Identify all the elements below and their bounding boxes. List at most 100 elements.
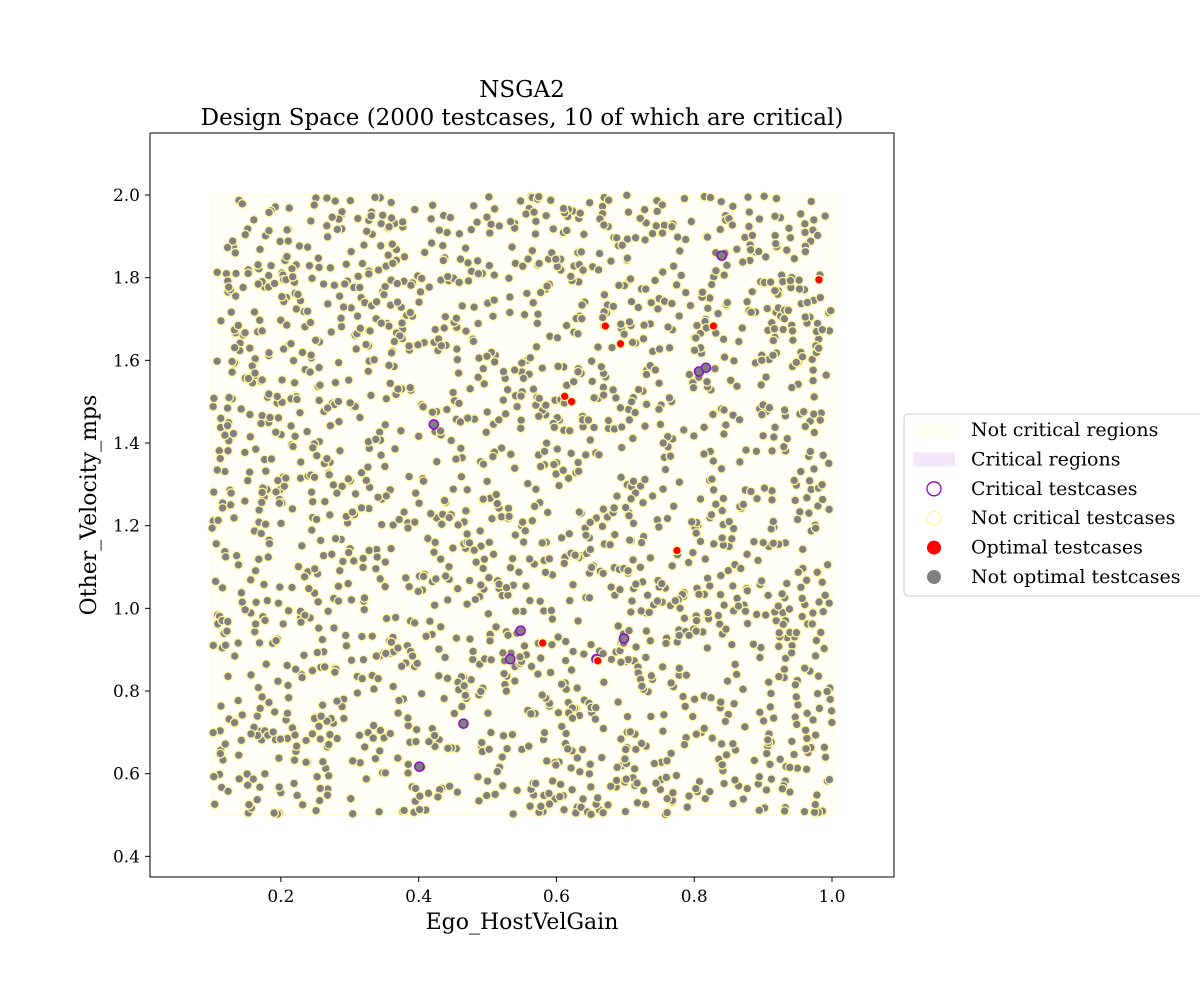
testcase-point: [487, 451, 498, 462]
testcase-point: [473, 268, 484, 279]
testcase-point: [556, 721, 567, 732]
testcase-point: [403, 759, 414, 770]
testcase-point: [380, 581, 391, 592]
testcase-point: [294, 407, 305, 418]
testcase-point: [424, 282, 435, 293]
testcase-point: [370, 192, 380, 203]
testcase-point: [727, 738, 738, 749]
legend: Not critical regions Critical regions Crit…: [903, 413, 1200, 597]
x-axis-label: Ego_HostVelGain: [426, 910, 619, 935]
testcase-point: [761, 372, 772, 383]
testcase-point: [399, 251, 410, 262]
testcase-point: [242, 475, 253, 486]
testcase-point: [605, 539, 616, 550]
testcase-point: [236, 404, 247, 414]
testcase-point: [552, 444, 563, 455]
testcase-point: [622, 711, 633, 722]
testcase-point: [364, 545, 375, 556]
testcase-point: [801, 764, 812, 775]
testcase-point: [397, 318, 407, 328]
testcase-point: [704, 581, 715, 591]
testcase-point: [572, 683, 583, 694]
testcase-point: [223, 786, 234, 797]
testcase-point: [553, 632, 564, 642]
testcase-point: [212, 267, 223, 278]
critical-points: [414, 250, 728, 772]
testcase-point: [464, 537, 475, 548]
testcase-point: [448, 484, 459, 495]
testcase-point: [619, 329, 630, 340]
testcase-point: [761, 748, 772, 759]
testcase-point: [753, 555, 763, 566]
testcase-point: [610, 392, 621, 403]
testcase-point: [319, 661, 330, 672]
testcase-point: [497, 647, 508, 658]
testcase-point: [381, 393, 392, 404]
testcase-point: [704, 786, 715, 797]
testcase-point: [318, 279, 329, 289]
testcase-point: [403, 523, 413, 534]
testcase-point: [411, 724, 422, 735]
testcase-point: [778, 619, 789, 630]
testcase-point: [471, 557, 482, 568]
testcase-point: [222, 420, 233, 431]
testcase-point: [537, 363, 548, 374]
testcase-point: [447, 543, 458, 554]
testcase-point: [439, 495, 450, 506]
testcase-point: [767, 494, 777, 505]
testcase-point: [826, 717, 837, 728]
testcase-point: [283, 605, 294, 616]
testcase-point: [274, 498, 285, 509]
testcase-point: [237, 710, 248, 720]
testcase-point: [502, 384, 513, 395]
testcase-point: [689, 694, 700, 705]
testcase-point: [723, 565, 734, 576]
testcase-point: [722, 297, 733, 308]
testcase-point: [795, 209, 806, 219]
testcase-point: [208, 727, 219, 738]
testcase-point: [239, 496, 250, 507]
testcase-point: [725, 375, 736, 386]
testcase-point: [690, 783, 701, 794]
testcase-point: [668, 261, 679, 272]
testcase-point: [444, 561, 454, 572]
testcase-point: [287, 582, 297, 593]
testcase-point: [478, 494, 489, 505]
optimal-testcase-point: [559, 391, 570, 402]
testcase-point: [771, 193, 782, 204]
testcase-point: [810, 799, 821, 810]
testcase-point: [255, 244, 265, 255]
testcase-point: [256, 497, 267, 508]
testcase-point: [786, 647, 797, 658]
testcase-point: [427, 200, 438, 211]
x-axis-ticks: 0.2 0.4 0.6 0.8 1.0: [267, 877, 846, 907]
testcase-point: [376, 318, 387, 329]
testcase-point: [363, 366, 374, 377]
testcase-point: [213, 515, 224, 526]
x-tick-label: 1.0: [818, 887, 845, 907]
testcase-point: [358, 553, 369, 564]
testcase-point: [650, 275, 660, 286]
testcase-point: [662, 755, 672, 766]
testcase-point: [442, 594, 453, 605]
testcase-point: [413, 339, 423, 350]
testcase-point: [773, 601, 784, 612]
testcase-point: [357, 673, 368, 684]
testcase-point: [686, 216, 697, 227]
testcase-point: [500, 408, 511, 419]
testcase-point: [613, 697, 624, 707]
legend-label: Critical regions: [971, 448, 1121, 470]
testcase-point: [429, 730, 440, 741]
testcase-point: [524, 554, 535, 565]
testcase-point: [394, 514, 405, 525]
testcase-point: [617, 240, 628, 251]
testcase-point: [289, 377, 300, 388]
testcase-point: [768, 432, 779, 443]
testcase-point: [709, 363, 720, 374]
optimal-points: [537, 274, 824, 666]
testcase-point: [461, 326, 471, 337]
testcase-point: [412, 658, 423, 669]
testcase-point: [253, 259, 263, 270]
testcase-point: [257, 374, 268, 385]
testcase-point: [756, 355, 767, 366]
